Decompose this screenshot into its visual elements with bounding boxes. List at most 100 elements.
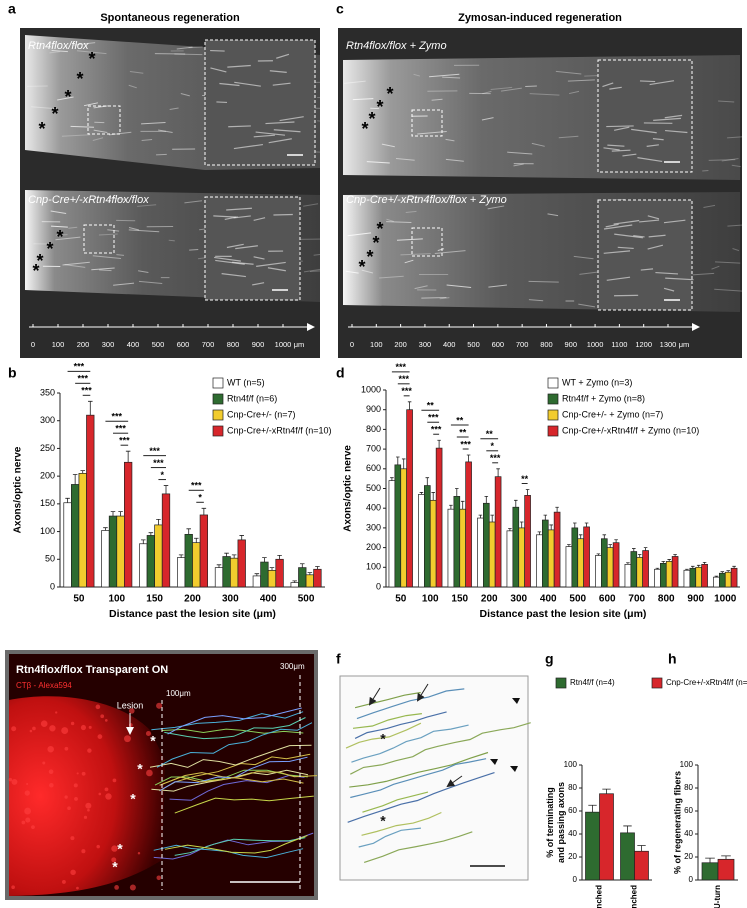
labelled-speck <box>111 857 117 863</box>
bar <box>585 811 600 881</box>
inset-fiber <box>210 67 227 73</box>
legend-label: Cnp-Cre+/-xRtn4f/f (n=10) <box>227 425 332 435</box>
uturn-marker: * <box>380 813 386 829</box>
panel-letter: g <box>545 651 554 667</box>
y-tick-label: 150 <box>40 498 55 508</box>
bar <box>512 506 520 588</box>
bar <box>116 515 125 588</box>
bar <box>154 524 163 588</box>
fiber-streak <box>529 93 560 96</box>
inset-fiber <box>234 81 261 87</box>
bar <box>424 485 431 588</box>
fiber-streak <box>57 96 74 101</box>
error-bar <box>508 528 512 531</box>
error-bar <box>419 492 424 495</box>
inset-fiber <box>235 245 258 250</box>
error-bar <box>460 500 465 510</box>
y-tick-label: 200 <box>366 542 381 552</box>
error-bar <box>269 567 275 571</box>
labelled-speck <box>73 783 78 788</box>
legend-swatch <box>547 393 559 405</box>
y-tick-label: 50 <box>45 554 55 564</box>
traced-fiber <box>167 707 302 735</box>
branch-arrow <box>446 775 463 788</box>
x-tick-label: 150 <box>451 594 468 605</box>
fiber-streak <box>386 221 412 224</box>
labelled-speck <box>114 885 119 890</box>
labelled-speck <box>64 795 68 799</box>
fiber-streak <box>61 134 91 137</box>
scale-tick-label: 800 <box>540 340 553 349</box>
error-bar <box>519 521 524 528</box>
x-tick-label: 1000 <box>714 594 737 605</box>
bar <box>453 496 461 588</box>
error-bar <box>292 580 297 583</box>
inset-fiber <box>649 80 675 86</box>
fiber-streak <box>361 269 374 274</box>
error-bar <box>103 527 108 531</box>
fiber-streak <box>92 255 122 259</box>
legend-label: WT (n=5) <box>227 377 265 387</box>
bar <box>313 568 322 588</box>
lesion-marker: * <box>64 87 71 107</box>
inset-fiber <box>226 243 244 249</box>
lesion-marker: * <box>361 119 368 139</box>
lesion-marker: * <box>117 841 123 857</box>
error-bar <box>602 788 611 794</box>
fiber-streak <box>128 84 137 89</box>
inset-fiber <box>267 267 286 272</box>
y-tick-label: 100 <box>366 562 381 572</box>
error-bar <box>186 528 191 535</box>
scale-tick-label: 0 <box>350 340 354 349</box>
labelled-speck <box>49 725 56 732</box>
lesion-marker: * <box>368 109 375 129</box>
scale-tick-label: 1000 <box>587 340 604 349</box>
fiber-streak <box>715 261 741 264</box>
fiber-streak <box>490 86 513 91</box>
error-bar <box>549 524 553 530</box>
labelled-speck <box>40 720 48 728</box>
fiber-streak <box>379 275 404 279</box>
inset-fiber <box>663 287 675 292</box>
y-axis-title: Axons/optic nerve <box>343 445 354 532</box>
labelled-speck <box>146 769 153 777</box>
x-tick-label: 100 <box>422 594 439 605</box>
error-bar <box>315 566 320 570</box>
legend-swatch <box>547 409 559 421</box>
traced-fiber <box>345 722 422 749</box>
significance-label: *** <box>153 458 164 468</box>
fiber-streak <box>128 229 160 233</box>
labelled-speck <box>100 714 105 719</box>
significance-label: *** <box>149 446 160 456</box>
inset-fiber <box>256 261 286 267</box>
significance-label: *** <box>191 481 202 491</box>
x-axis-title: Distance past the lesion site (μm) <box>109 608 276 620</box>
fiber-streak <box>128 227 140 231</box>
panel-letter: h <box>668 651 677 667</box>
legend-label: Rtn4f/f (n=4) <box>570 678 615 687</box>
fiber-streak <box>434 250 466 254</box>
inset-fiber <box>253 134 275 138</box>
fiber-streak <box>176 46 193 50</box>
error-bar <box>449 504 453 510</box>
bar <box>577 538 585 588</box>
bar <box>654 568 661 588</box>
region-box <box>411 109 443 137</box>
fiber-streak <box>413 73 421 77</box>
x-tick-label: 150 <box>146 594 163 605</box>
bar <box>435 447 443 588</box>
labelled-speck <box>11 885 15 890</box>
error-bar <box>661 560 666 564</box>
inset-fiber <box>614 233 644 239</box>
error-bar <box>466 454 471 462</box>
x-tick-label: 500 <box>569 594 586 605</box>
fiber-streak <box>31 106 59 110</box>
bar <box>630 551 638 588</box>
bar <box>108 515 118 588</box>
bar <box>547 529 555 588</box>
legend-swatch <box>547 425 559 437</box>
fiber-streak <box>107 229 120 232</box>
x-tick-label: 300 <box>222 594 239 605</box>
fiber-streak <box>138 270 149 274</box>
fiber-streak <box>345 270 359 274</box>
